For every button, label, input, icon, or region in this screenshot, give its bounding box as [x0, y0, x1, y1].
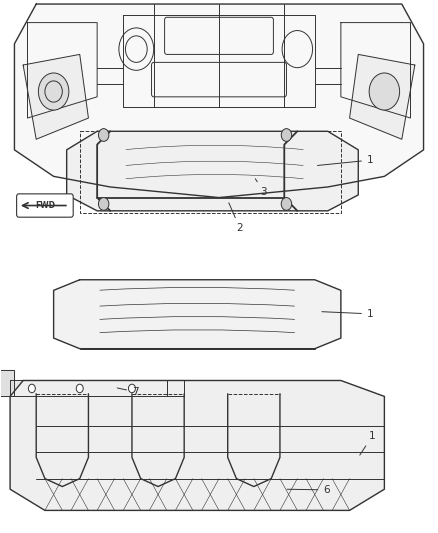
- Circle shape: [28, 384, 35, 393]
- Text: 7: 7: [117, 387, 138, 397]
- FancyBboxPatch shape: [17, 194, 73, 217]
- Polygon shape: [0, 370, 14, 397]
- Polygon shape: [53, 280, 341, 349]
- Circle shape: [99, 128, 109, 141]
- Circle shape: [76, 384, 83, 393]
- Polygon shape: [14, 4, 424, 198]
- Circle shape: [128, 384, 135, 393]
- Text: FWD: FWD: [35, 201, 55, 210]
- Polygon shape: [350, 54, 415, 139]
- Text: 2: 2: [229, 203, 243, 233]
- Circle shape: [281, 128, 292, 141]
- Circle shape: [369, 73, 399, 110]
- Text: 1: 1: [360, 431, 376, 455]
- Text: 3: 3: [255, 179, 267, 197]
- Circle shape: [281, 198, 292, 211]
- Polygon shape: [23, 54, 88, 139]
- Circle shape: [39, 73, 69, 110]
- Text: 6: 6: [287, 485, 330, 495]
- Polygon shape: [10, 381, 167, 397]
- Text: 1: 1: [322, 309, 374, 319]
- Text: 1: 1: [318, 155, 374, 165]
- Polygon shape: [167, 381, 184, 397]
- FancyArrowPatch shape: [23, 203, 66, 208]
- Polygon shape: [10, 381, 385, 511]
- Polygon shape: [67, 131, 358, 211]
- Circle shape: [99, 198, 109, 211]
